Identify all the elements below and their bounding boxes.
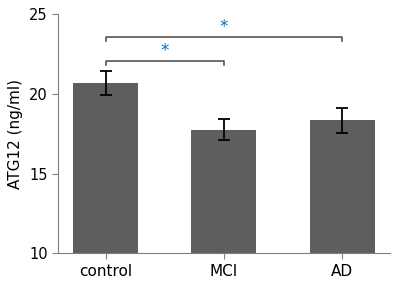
Bar bbox=[191, 130, 256, 253]
Bar bbox=[310, 120, 375, 253]
Bar bbox=[73, 83, 138, 253]
Text: *: * bbox=[160, 42, 169, 60]
Text: *: * bbox=[220, 18, 228, 36]
Y-axis label: ATG12 (ng/ml): ATG12 (ng/ml) bbox=[8, 79, 23, 189]
